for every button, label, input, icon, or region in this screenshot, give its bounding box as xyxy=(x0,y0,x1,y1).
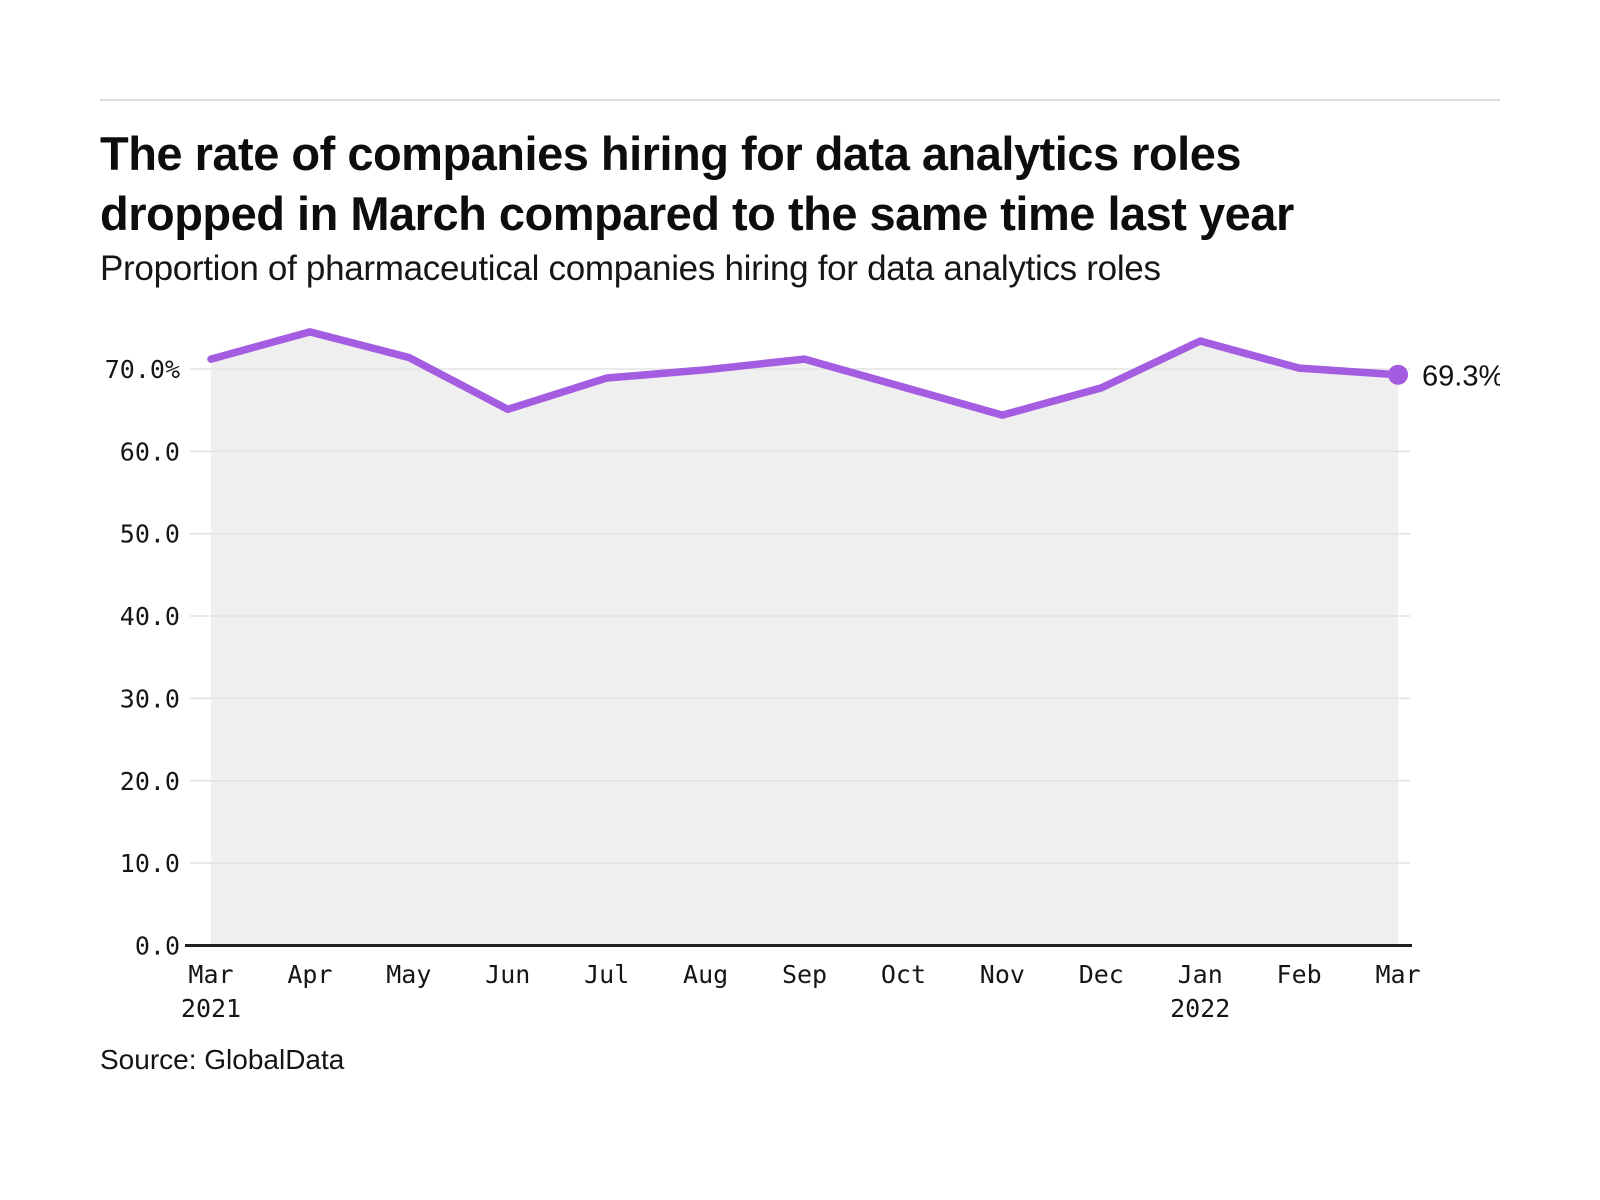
x-tick-label: Dec xyxy=(1079,960,1124,989)
value-annotation: 69.3% xyxy=(1422,361,1500,393)
end-point-dot xyxy=(1388,364,1409,385)
x-tick-label: Aug xyxy=(683,960,728,989)
area-fill xyxy=(211,331,1399,946)
chart-subtitle: Proportion of pharmaceutical companies h… xyxy=(100,249,1161,288)
year-label: 2021 xyxy=(181,994,241,1020)
x-tick-label: Nov xyxy=(980,960,1025,989)
page-title: The rate of companies hiring for data an… xyxy=(100,124,1520,244)
x-tick-label: Jun xyxy=(485,960,530,989)
y-tick-label: 60.0 xyxy=(120,437,180,466)
x-tick-label: Sep xyxy=(782,960,827,989)
source-note: Source: GlobalData xyxy=(100,1044,345,1075)
y-tick-label: 0.0 xyxy=(135,932,180,961)
y-tick-label: 40.0 xyxy=(120,602,180,631)
x-tick-label: Mar xyxy=(1375,960,1420,989)
x-tick-label: Feb xyxy=(1277,960,1322,989)
x-tick-label: Apr xyxy=(287,960,332,989)
x-tick-label: Oct xyxy=(881,960,926,989)
top-divider xyxy=(100,99,1500,101)
line-chart: 0.0 10.0 20.0 30.0 40.0 50.0 60.0 70.0% Mar 2021 A… xyxy=(105,328,1500,1020)
data-line xyxy=(207,328,1402,419)
y-tick-label: 70.0% xyxy=(105,355,180,384)
y-tick-label: 10.0 xyxy=(120,849,180,878)
x-tick-label: Jul xyxy=(584,960,629,989)
year-label: 2022 xyxy=(1170,994,1230,1020)
y-tick-label: 30.0 xyxy=(120,684,180,713)
x-tick-label: Jan xyxy=(1178,960,1223,989)
x-tick-label: Mar xyxy=(188,960,233,989)
y-tick-label: 50.0 xyxy=(120,520,180,549)
x-tick-label: May xyxy=(386,960,431,989)
title-line-2: dropped in March compared to the same ti… xyxy=(100,187,1294,240)
title-line-1: The rate of companies hiring for data an… xyxy=(100,127,1241,180)
y-tick-label: 20.0 xyxy=(120,767,180,796)
